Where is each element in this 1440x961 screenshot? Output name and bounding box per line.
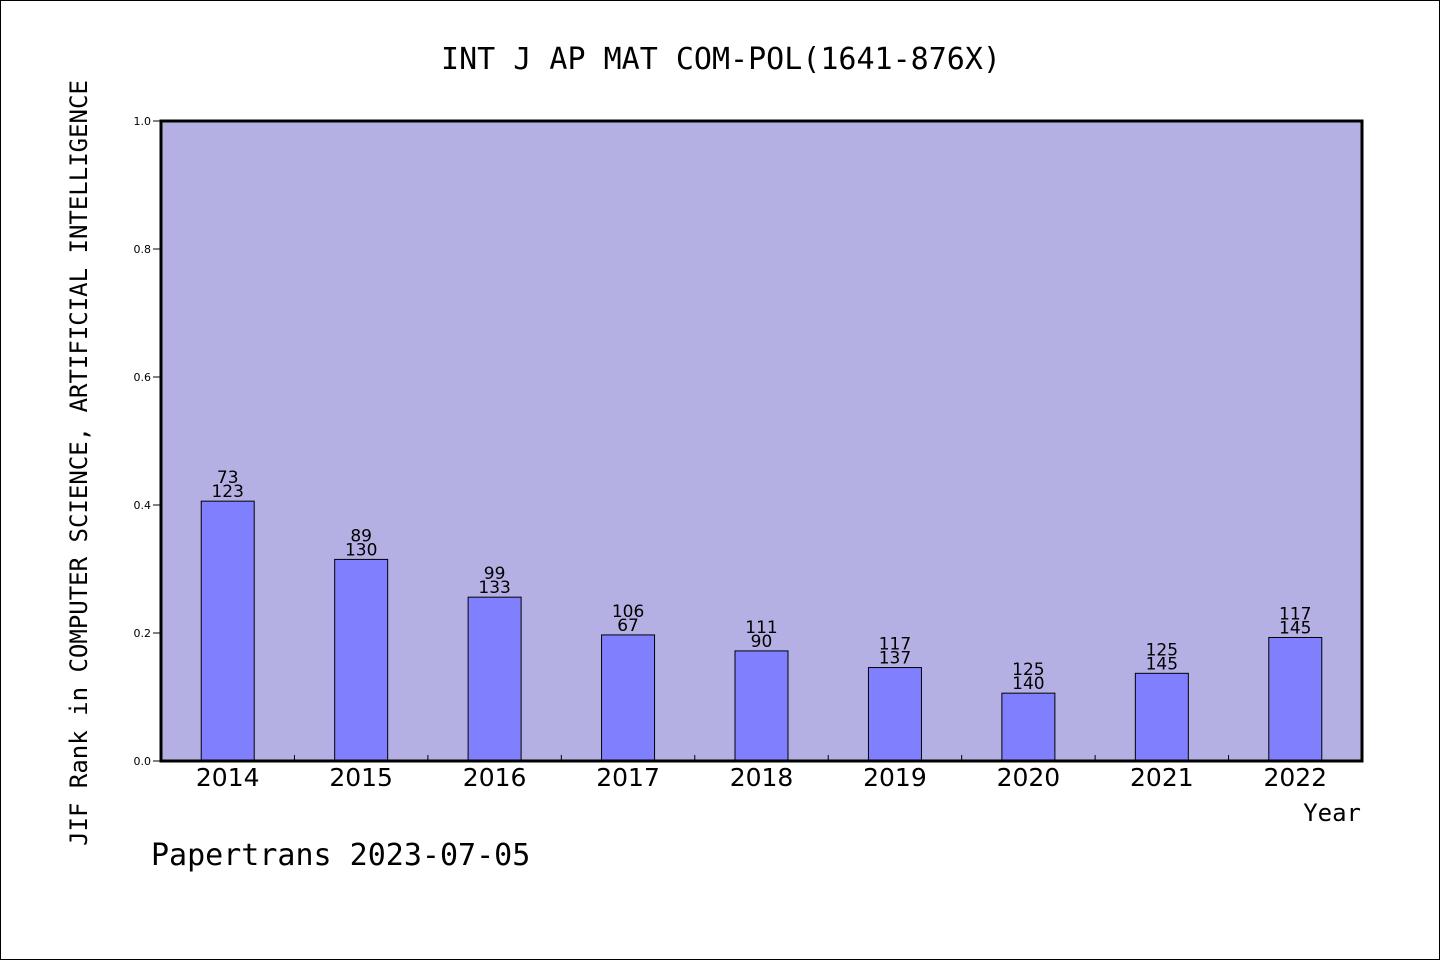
y-tick-label: 1.0 — [134, 115, 152, 128]
bar-rank-label: 106 — [612, 602, 644, 622]
bar-rank-label: 117 — [1279, 604, 1311, 624]
bar — [1134, 672, 1189, 762]
bar-total-label: 133 — [478, 578, 510, 598]
y-tick-label: 0.4 — [134, 499, 152, 512]
bar — [867, 667, 922, 762]
bar-rank-label: 125 — [1012, 660, 1044, 680]
watermark-text: Papertrans 2023-07-05 — [151, 838, 530, 873]
bar-rank-label: 99 — [484, 564, 506, 584]
bar-rank-label: 125 — [1146, 640, 1178, 660]
x-tick-label: 2019 — [863, 763, 927, 792]
bar — [734, 650, 789, 762]
bars-layer — [200, 500, 1323, 762]
bar-total-label: 145 — [1279, 618, 1311, 638]
x-tick-label: 2018 — [730, 763, 794, 792]
x-axis-ticks: 2014 2015 2016 2017 2018 2019 2020 2021 2022 — [196, 755, 1327, 792]
bar-rank-label: 111 — [745, 618, 777, 638]
x-axis-label: Year — [1303, 799, 1361, 827]
x-tick-label: 2020 — [997, 763, 1061, 792]
y-axis-label-group: JIF Rank in COMPUTER SCIENCE, ARTIFICIAL… — [65, 80, 93, 846]
bar-total-label: 140 — [1012, 674, 1044, 694]
plot-border — [159, 119, 1364, 763]
bar — [467, 596, 522, 762]
bar — [200, 500, 255, 762]
y-tick-label: 0.6 — [134, 371, 152, 384]
bar-rank-label: 117 — [879, 635, 911, 655]
bar-total-label: 137 — [879, 649, 911, 669]
y-tick-label: 0.2 — [134, 627, 152, 640]
bar-total-label: 130 — [345, 540, 377, 560]
y-tick-label: 0.8 — [134, 243, 152, 256]
x-tick-label: 2021 — [1130, 763, 1194, 792]
x-tick-label: 2022 — [1263, 763, 1327, 792]
bar-total-label: 123 — [211, 482, 243, 502]
bar — [601, 634, 656, 762]
bar — [334, 558, 389, 762]
y-axis-ticks: 0.0 0.2 0.4 0.6 0.8 1.0 — [134, 115, 161, 768]
x-tick-label: 2015 — [329, 763, 393, 792]
chart-title: INT J AP MAT COM-POL(1641-876X) — [441, 42, 1001, 77]
bar-total-label: 67 — [617, 616, 639, 636]
x-tick-label: 2016 — [463, 763, 527, 792]
bar — [1268, 636, 1323, 762]
bar-total-label: 90 — [751, 632, 773, 652]
bar — [1001, 692, 1056, 762]
x-tick-label: 2017 — [596, 763, 660, 792]
bar-rank-label: 89 — [350, 526, 372, 546]
bar-rank-label: 73 — [217, 468, 239, 488]
y-axis-label: JIF Rank in COMPUTER SCIENCE, ARTIFICIAL… — [65, 80, 93, 846]
y-tick-label: 0.0 — [134, 755, 152, 768]
bar-total-label: 145 — [1146, 654, 1178, 674]
x-tick-label: 2014 — [196, 763, 260, 792]
